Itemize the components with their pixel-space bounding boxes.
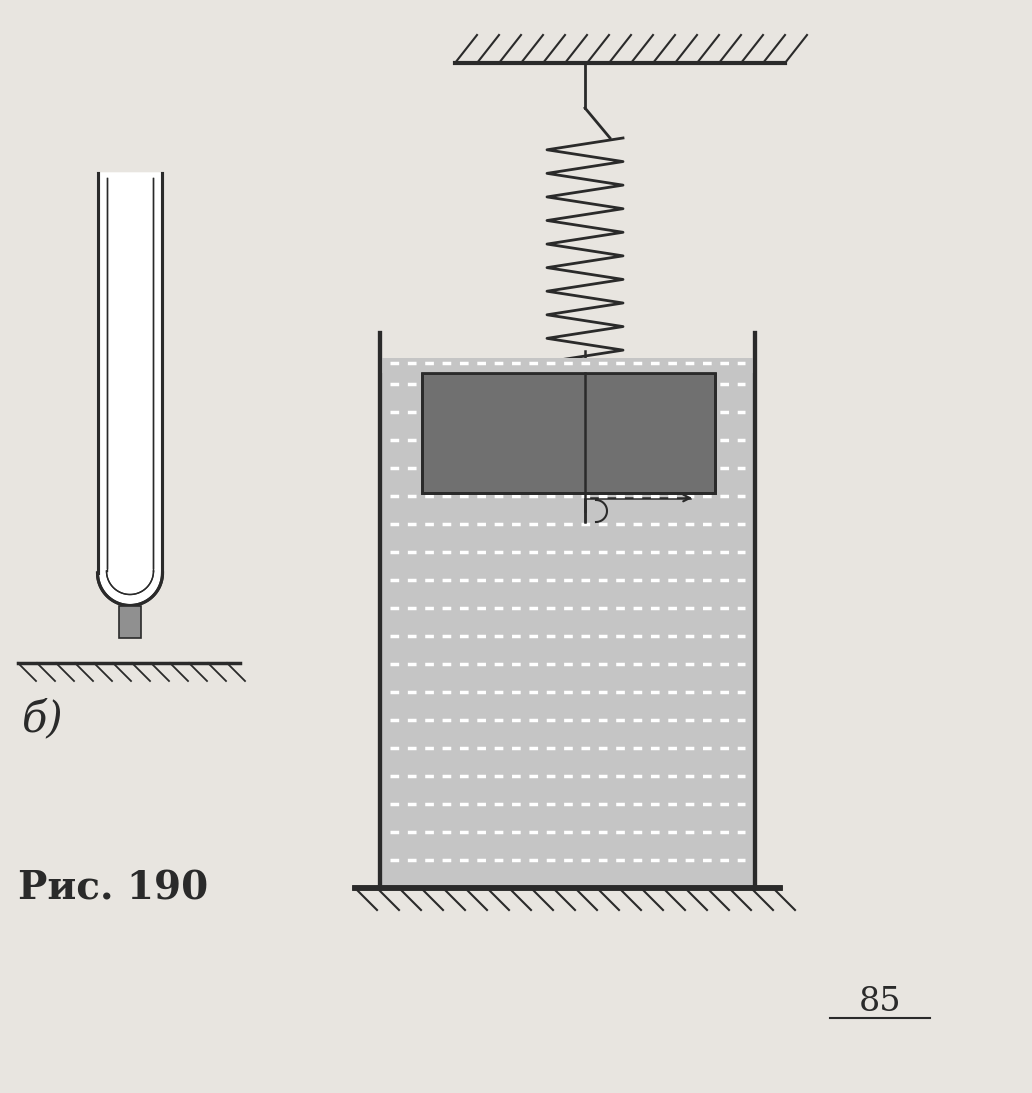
Polygon shape: [97, 173, 162, 606]
Bar: [119, 606, 141, 637]
Bar: [422, 373, 715, 493]
Bar: [380, 359, 755, 373]
Text: Рис. 190: Рис. 190: [18, 870, 208, 908]
Text: 85: 85: [859, 986, 901, 1018]
Bar: [422, 373, 715, 493]
Text: б): б): [22, 698, 64, 740]
Bar: [380, 359, 755, 888]
